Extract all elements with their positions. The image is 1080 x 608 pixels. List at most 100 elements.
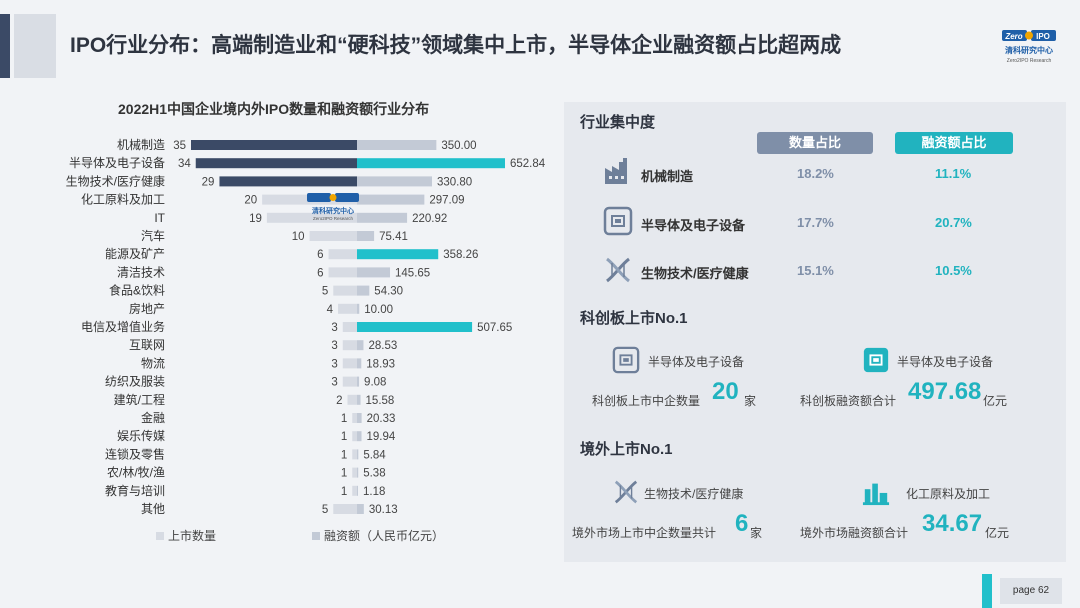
overseas-title: 境外上市No.1 (580, 441, 673, 458)
count-share-1: 17.7% (797, 215, 834, 230)
amount-bar-6 (357, 249, 439, 260)
category-label-1: 半导体及电子设备 (69, 156, 165, 170)
amount-bar-4 (357, 212, 408, 223)
count-value-15: 1 (341, 413, 347, 425)
concentration-label-0: 机械制造 (641, 169, 694, 184)
count-value-17: 1 (341, 449, 347, 461)
count-bar-19 (352, 485, 357, 496)
concentration-label-1: 半导体及电子设备 (641, 218, 746, 233)
overseas-right-label: 化工原料及加工 (906, 487, 991, 501)
amount-bar-11 (357, 340, 364, 351)
amount-bar-20 (357, 504, 364, 514)
count-bar-9 (338, 303, 357, 314)
count-value-16: 1 (341, 431, 347, 443)
category-label-11: 互联网 (129, 338, 165, 352)
amount-share-1: 20.7% (935, 215, 972, 230)
category-label-12: 物流 (141, 356, 165, 370)
amount-bar-7 (357, 267, 391, 278)
count-value-14: 2 (336, 395, 342, 407)
count-value-7: 6 (317, 267, 323, 279)
count-bar-8 (333, 285, 357, 296)
legend-count-swatch (156, 532, 164, 540)
amount-bar-19 (357, 485, 358, 496)
category-label-4: IT (154, 211, 165, 225)
title-accent-light (14, 14, 56, 78)
star-right-label: 半导体及电子设备 (897, 355, 994, 369)
concentration-title: 行业集中度 (580, 114, 656, 131)
chemical-plant-icon (862, 483, 890, 506)
star-right-number: 497.68 (908, 378, 982, 405)
overseas-right-number: 34.67 (922, 510, 983, 537)
amount-bar-15 (357, 413, 362, 423)
category-label-3: 化工原料及加工 (81, 193, 165, 207)
svg-text:清科研究中心: 清科研究中心 (312, 206, 354, 215)
amount-share-0: 11.1% (935, 166, 972, 181)
overseas-right-prefix: 境外市场融资额合计 (800, 526, 909, 540)
amount-value-2: 330.80 (437, 176, 472, 188)
overseas-left-number: 6 (735, 510, 749, 537)
amount-value-18: 5.38 (363, 468, 385, 480)
amount-value-13: 9.08 (364, 377, 386, 389)
count-bar-1 (195, 158, 357, 169)
category-label-15: 金融 (141, 410, 165, 425)
amount-bar-10 (357, 322, 473, 332)
count-value-0: 35 (173, 140, 186, 152)
amount-bar-16 (357, 431, 362, 442)
dna-icon (606, 257, 630, 283)
count-value-10: 3 (331, 322, 337, 334)
category-label-5: 汽车 (141, 228, 165, 243)
amount-bar-5 (357, 231, 375, 241)
amount-value-5: 75.41 (379, 231, 408, 243)
amount-value-15: 20.33 (367, 413, 396, 425)
amount-bar-17 (357, 449, 359, 460)
category-label-9: 房地产 (129, 301, 165, 316)
amount-bar-9 (357, 303, 360, 314)
category-label-14: 建筑/工程 (114, 392, 165, 407)
star-left-prefix: 科创板上市中企数量 (592, 394, 701, 408)
amount-bar-2 (357, 176, 432, 187)
amount-bar-18 (357, 467, 359, 478)
right-panel (564, 102, 1066, 562)
count-value-13: 3 (331, 377, 337, 389)
chip-icon (612, 346, 640, 374)
page-number: page 62 (1000, 578, 1062, 604)
concentration-label-2: 生物技术/医疗健康 (641, 266, 749, 281)
factory-icon (605, 158, 627, 184)
amount-bar-12 (357, 358, 362, 369)
page-title: IPO行业分布：高端制造业和“硬科技”领域集中上市，半导体企业融资额占比超两成 (70, 34, 842, 57)
svg-text:清科研究中心: 清科研究中心 (1005, 45, 1053, 55)
count-bar-2 (219, 176, 357, 187)
amount-value-9: 10.00 (364, 304, 393, 316)
count-value-6: 6 (317, 249, 323, 261)
amount-bar-3 (357, 194, 425, 205)
count-value-11: 3 (331, 340, 337, 352)
amount-bar-0 (357, 140, 437, 150)
count-share-2: 15.1% (797, 263, 834, 278)
count-value-2: 29 (202, 176, 215, 188)
count-bar-6 (328, 249, 357, 260)
star-left-unit: 家 (744, 394, 757, 408)
count-bar-10 (342, 322, 357, 332)
category-label-8: 食品&饮料 (109, 283, 165, 298)
legend-amount-swatch (312, 532, 320, 540)
amount-value-0: 350.00 (441, 140, 476, 152)
count-bar-15 (352, 413, 357, 423)
star-left-label: 半导体及电子设备 (648, 355, 745, 369)
zero2ipo-logo: Zero IPO 清科研究中心 Zero2IPO Research (1002, 30, 1056, 64)
title-accent-dark (0, 14, 10, 78)
category-label-18: 农/林/牧/渔 (107, 466, 165, 480)
chart-watermark-logo: 清科研究中心 Zero2IPO Research (307, 193, 359, 221)
chart-title: 2022H1中国企业境内外IPO数量和融资额行业分布 (118, 101, 430, 117)
count-share-0: 18.2% (797, 166, 834, 181)
legend-count-label: 上市数量 (168, 528, 216, 543)
count-bar-4 (266, 212, 357, 223)
amount-share-2: 10.5% (935, 263, 972, 278)
svg-text:IPO: IPO (1036, 32, 1050, 41)
amount-value-12: 18.93 (366, 358, 395, 370)
amount-value-7: 145.65 (395, 267, 430, 279)
svg-text:Zero: Zero (1004, 32, 1022, 41)
amount-value-3: 297.09 (429, 195, 464, 207)
count-bar-5 (309, 231, 357, 241)
amount-value-20: 30.13 (369, 504, 398, 516)
